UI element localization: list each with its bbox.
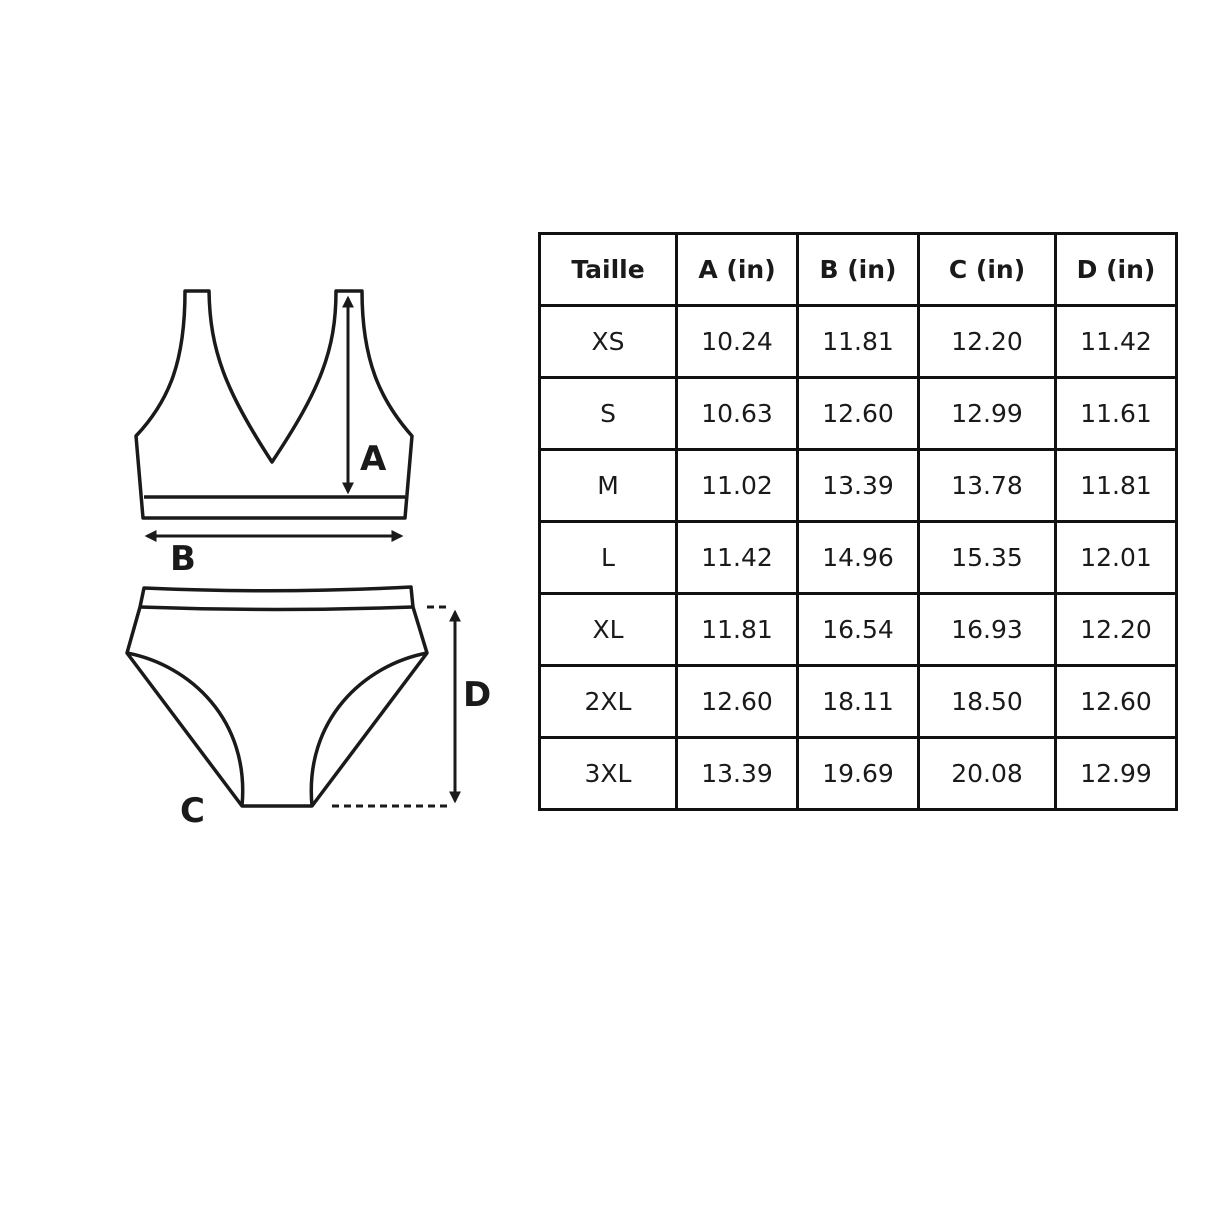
cell-c: 12.99 [917, 376, 1057, 451]
cell-d: 12.01 [1054, 520, 1178, 595]
cell-a: 11.81 [675, 592, 799, 667]
cell-d: 12.99 [1054, 736, 1178, 811]
cell-d: 12.60 [1054, 664, 1178, 739]
bra-top-outline [134, 289, 414, 520]
label-b: B [170, 539, 196, 579]
cell-c: 13.78 [917, 448, 1057, 523]
table-row: 3XL 13.39 19.69 20.08 12.99 [538, 736, 1178, 811]
header-b: B (in) [796, 232, 920, 307]
table-row: 2XL 12.60 18.11 18.50 12.60 [538, 664, 1178, 739]
cell-c: 18.50 [917, 664, 1057, 739]
cell-d: 11.42 [1054, 304, 1178, 379]
cell-b: 19.69 [796, 736, 920, 811]
cell-size: XL [538, 592, 678, 667]
cell-size: XS [538, 304, 678, 379]
cell-size: M [538, 448, 678, 523]
cell-a: 11.42 [675, 520, 799, 595]
cell-a: 12.60 [675, 664, 799, 739]
table-row: S 10.63 12.60 12.99 11.61 [538, 376, 1178, 451]
cell-b: 11.81 [796, 304, 920, 379]
size-chart-table: Taille A (in) B (in) C (in) D (in) XS 10.… [538, 232, 1178, 811]
cell-a: 10.24 [675, 304, 799, 379]
header-a: A (in) [675, 232, 799, 307]
cell-b: 14.96 [796, 520, 920, 595]
cell-d: 12.20 [1054, 592, 1178, 667]
cell-b: 18.11 [796, 664, 920, 739]
cell-c: 16.93 [917, 592, 1057, 667]
table-row: M 11.02 13.39 13.78 11.81 [538, 448, 1178, 523]
table-row: L 11.42 14.96 15.35 12.01 [538, 520, 1178, 595]
label-c: C [180, 791, 205, 831]
cell-c: 20.08 [917, 736, 1057, 811]
cell-b: 16.54 [796, 592, 920, 667]
cell-d: 11.61 [1054, 376, 1178, 451]
cell-c: 12.20 [917, 304, 1057, 379]
cell-size: S [538, 376, 678, 451]
cell-a: 11.02 [675, 448, 799, 523]
cell-d: 11.81 [1054, 448, 1178, 523]
cell-size: 2XL [538, 664, 678, 739]
cell-size: 3XL [538, 736, 678, 811]
cell-a: 10.63 [675, 376, 799, 451]
measurement-d [332, 605, 461, 808]
label-a: A [360, 439, 387, 479]
cell-b: 12.60 [796, 376, 920, 451]
header-c: C (in) [917, 232, 1057, 307]
cell-a: 13.39 [675, 736, 799, 811]
cell-b: 13.39 [796, 448, 920, 523]
cell-c: 15.35 [917, 520, 1057, 595]
table-row: XL 11.81 16.54 16.93 12.20 [538, 592, 1178, 667]
cell-size: L [538, 520, 678, 595]
table-row: XS 10.24 11.81 12.20 11.42 [538, 304, 1178, 379]
header-d: D (in) [1054, 232, 1178, 307]
label-d: D [463, 675, 491, 715]
table-header-row: Taille A (in) B (in) C (in) D (in) [538, 232, 1178, 307]
header-size: Taille [538, 232, 678, 307]
bikini-bottom-outline [125, 585, 429, 808]
